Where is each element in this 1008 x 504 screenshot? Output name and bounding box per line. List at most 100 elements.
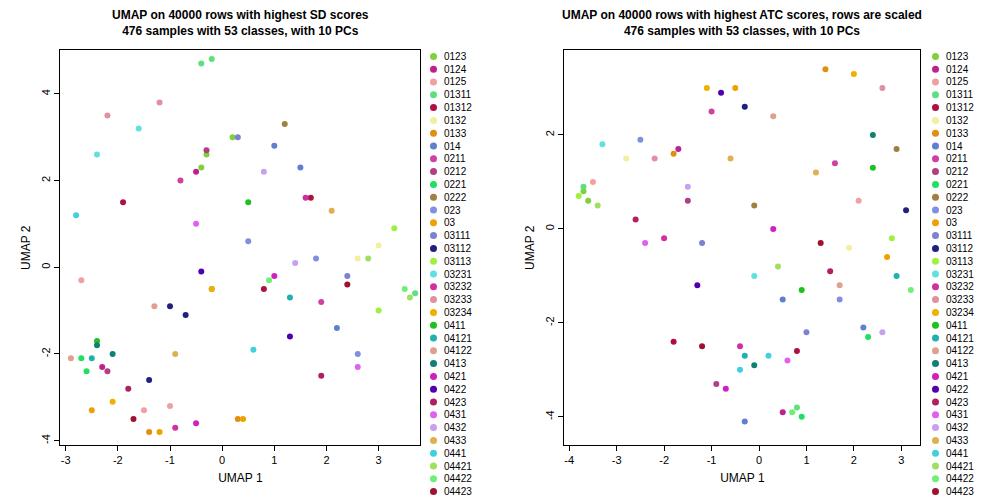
svg-text:0132: 0132 — [444, 115, 467, 126]
svg-text:03: 03 — [444, 217, 456, 228]
svg-text:0431: 0431 — [946, 409, 969, 420]
svg-text:2: 2 — [851, 454, 857, 466]
svg-text:0: 0 — [544, 224, 556, 230]
svg-text:UMAP 2: UMAP 2 — [19, 225, 33, 270]
svg-text:0441: 0441 — [946, 448, 969, 459]
svg-text:04422: 04422 — [444, 473, 472, 484]
svg-text:04122: 04122 — [946, 345, 974, 356]
svg-text:3: 3 — [376, 454, 382, 466]
svg-text:0211: 0211 — [946, 153, 968, 164]
svg-text:04423: 04423 — [946, 486, 974, 497]
svg-text:01312: 01312 — [444, 102, 472, 113]
svg-text:014: 014 — [444, 141, 461, 152]
svg-text:-2: -2 — [544, 316, 556, 326]
svg-text:4: 4 — [40, 89, 52, 95]
svg-text:03111: 03111 — [444, 230, 471, 241]
svg-text:0413: 0413 — [444, 358, 467, 369]
svg-text:04421: 04421 — [444, 461, 472, 472]
svg-text:04122: 04122 — [444, 345, 472, 356]
svg-text:04421: 04421 — [946, 461, 974, 472]
svg-text:UMAP 1: UMAP 1 — [720, 471, 765, 485]
svg-text:04422: 04422 — [946, 473, 974, 484]
svg-text:014: 014 — [946, 141, 963, 152]
svg-text:0124: 0124 — [946, 64, 969, 75]
svg-text:03232: 03232 — [444, 281, 472, 292]
svg-text:0222: 0222 — [946, 192, 969, 203]
svg-text:03113: 03113 — [946, 256, 974, 267]
svg-text:1: 1 — [271, 454, 277, 466]
svg-text:3: 3 — [898, 454, 904, 466]
svg-text:03111: 03111 — [946, 230, 973, 241]
svg-text:023: 023 — [946, 205, 963, 216]
svg-text:03231: 03231 — [444, 269, 472, 280]
svg-text:0123: 0123 — [946, 51, 969, 62]
svg-text:-2: -2 — [659, 454, 669, 466]
svg-text:-1: -1 — [707, 454, 717, 466]
svg-text:0421: 0421 — [946, 371, 969, 382]
svg-text:03233: 03233 — [444, 294, 472, 305]
svg-text:0125: 0125 — [946, 76, 969, 87]
svg-text:0423: 0423 — [946, 397, 969, 408]
svg-text:03232: 03232 — [946, 281, 974, 292]
svg-text:0212: 0212 — [444, 166, 467, 177]
svg-text:03231: 03231 — [946, 269, 974, 280]
svg-text:01312: 01312 — [946, 102, 974, 113]
svg-text:01311: 01311 — [444, 89, 472, 100]
svg-text:04121: 04121 — [444, 333, 472, 344]
svg-text:1: 1 — [803, 454, 809, 466]
svg-text:-3: -3 — [612, 454, 622, 466]
svg-text:UMAP 2: UMAP 2 — [523, 225, 537, 270]
svg-text:0: 0 — [219, 454, 225, 466]
svg-text:0432: 0432 — [444, 422, 467, 433]
svg-text:-2: -2 — [40, 347, 52, 357]
svg-text:0221: 0221 — [444, 179, 467, 190]
svg-text:0421: 0421 — [444, 371, 467, 382]
svg-text:01311: 01311 — [946, 89, 974, 100]
svg-text:04121: 04121 — [946, 333, 974, 344]
svg-text:0423: 0423 — [444, 397, 467, 408]
svg-text:-1: -1 — [165, 454, 175, 466]
svg-text:0413: 0413 — [946, 358, 969, 369]
svg-text:UMAP on 40000 rows with highes: UMAP on 40000 rows with highest SD score… — [112, 8, 369, 38]
svg-text:04423: 04423 — [444, 486, 472, 497]
svg-text:UMAP on 40000 rows with highes: UMAP on 40000 rows with highest ATC scor… — [562, 8, 922, 38]
svg-text:0432: 0432 — [946, 422, 969, 433]
svg-text:0433: 0433 — [444, 435, 467, 446]
svg-text:2: 2 — [544, 130, 556, 136]
svg-text:03: 03 — [946, 217, 958, 228]
svg-text:0125: 0125 — [444, 76, 467, 87]
svg-text:03233: 03233 — [946, 294, 974, 305]
svg-text:0221: 0221 — [946, 179, 969, 190]
svg-text:UMAP 1: UMAP 1 — [218, 471, 263, 485]
svg-text:-2: -2 — [113, 454, 123, 466]
svg-text:0411: 0411 — [444, 320, 466, 331]
svg-text:-3: -3 — [61, 454, 71, 466]
svg-text:0441: 0441 — [444, 448, 467, 459]
svg-text:0133: 0133 — [946, 128, 969, 139]
svg-text:0132: 0132 — [946, 115, 969, 126]
svg-text:0411: 0411 — [946, 320, 968, 331]
svg-text:0422: 0422 — [444, 384, 467, 395]
svg-text:03112: 03112 — [946, 243, 974, 254]
svg-text:0222: 0222 — [444, 192, 467, 203]
svg-text:03234: 03234 — [946, 307, 974, 318]
svg-text:0: 0 — [756, 454, 762, 466]
svg-text:0133: 0133 — [444, 128, 467, 139]
svg-text:0422: 0422 — [946, 384, 969, 395]
svg-text:-4: -4 — [564, 454, 574, 466]
svg-text:-4: -4 — [544, 410, 556, 420]
svg-text:0211: 0211 — [444, 153, 466, 164]
svg-text:03113: 03113 — [444, 256, 472, 267]
svg-text:03112: 03112 — [444, 243, 472, 254]
svg-text:03234: 03234 — [444, 307, 472, 318]
svg-text:0124: 0124 — [444, 64, 467, 75]
svg-text:2: 2 — [323, 454, 329, 466]
svg-text:0212: 0212 — [946, 166, 969, 177]
svg-text:-4: -4 — [40, 434, 52, 444]
svg-text:0123: 0123 — [444, 51, 467, 62]
svg-text:023: 023 — [444, 205, 461, 216]
svg-text:0: 0 — [40, 263, 52, 269]
svg-text:0431: 0431 — [444, 409, 467, 420]
svg-text:0433: 0433 — [946, 435, 969, 446]
svg-text:2: 2 — [40, 176, 52, 182]
